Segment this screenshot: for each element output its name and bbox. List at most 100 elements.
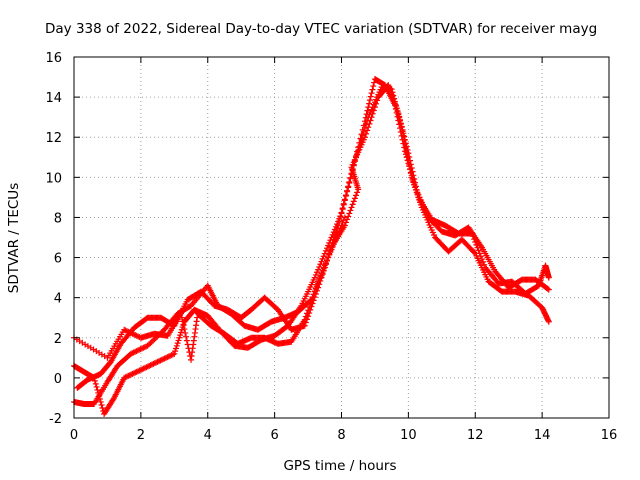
data-point (309, 294, 316, 301)
data-point (174, 340, 181, 347)
data-point (468, 230, 475, 237)
data-point (148, 338, 155, 345)
y-tick-label: 4 (54, 292, 62, 307)
x-tick-label: 2 (137, 428, 145, 443)
y-axis-label: SDTVAR / TECUs (6, 183, 22, 293)
data-point (140, 365, 147, 372)
data-point (127, 350, 134, 357)
data-point (363, 111, 370, 118)
data-point (161, 355, 168, 362)
series-trace-c (74, 82, 552, 391)
x-tick-label: 12 (467, 428, 484, 443)
data-point (338, 222, 345, 229)
data-point (374, 97, 381, 104)
data-point (368, 114, 375, 121)
data-point (176, 334, 183, 341)
data-point (367, 93, 374, 100)
data-point (470, 233, 477, 240)
data-point (129, 370, 136, 377)
data-point (93, 383, 100, 390)
data-point (155, 358, 162, 365)
data-point (313, 269, 320, 276)
data-point (337, 225, 344, 232)
data-point (94, 386, 101, 393)
data-point (408, 164, 415, 171)
data-point (473, 241, 480, 248)
x-tick-label: 0 (70, 428, 78, 443)
data-point (135, 368, 142, 375)
y-tick-label: 0 (54, 372, 62, 387)
data-point (145, 341, 152, 348)
data-point (182, 329, 189, 336)
data-point (178, 310, 184, 317)
data-point (412, 183, 419, 190)
data-point (312, 284, 319, 291)
data-point (135, 333, 142, 340)
data-point (345, 183, 352, 190)
data-point (122, 374, 129, 381)
data-point (303, 310, 310, 317)
y-tick-label: -2 (49, 412, 62, 427)
data-point (162, 354, 169, 361)
data-point (481, 261, 488, 268)
data-point (317, 261, 324, 268)
data-point (369, 110, 376, 117)
data-point (122, 327, 129, 334)
data-point (324, 245, 331, 252)
data-point (157, 357, 164, 364)
data-point (98, 401, 105, 408)
data-point (125, 328, 132, 335)
data-point (317, 273, 324, 280)
data-point (132, 369, 139, 376)
data-point (92, 380, 99, 387)
data-point (321, 262, 328, 269)
data-point (311, 288, 318, 295)
data-point (472, 239, 479, 246)
data-point (347, 174, 354, 181)
data-point (359, 126, 366, 133)
data-point (178, 314, 185, 321)
data-point (315, 278, 322, 285)
data-point (181, 326, 188, 333)
data-point (471, 236, 478, 243)
data-point (370, 83, 377, 90)
data-point (310, 291, 317, 298)
data-point (368, 90, 375, 97)
data-point (301, 316, 308, 323)
x-tick-label: 16 (601, 428, 618, 443)
data-point (132, 348, 139, 355)
data-point (165, 353, 172, 360)
data-point (133, 348, 140, 355)
data-point (332, 235, 339, 242)
data-point (477, 253, 484, 260)
data-point (328, 246, 335, 253)
data-point (336, 227, 343, 234)
data-point (544, 285, 551, 292)
data-point (130, 370, 137, 377)
data-point (324, 257, 331, 264)
data-point (410, 172, 417, 179)
data-point (307, 300, 314, 307)
data-point (476, 250, 483, 257)
data-point (341, 214, 348, 221)
y-tick-label: 8 (54, 211, 62, 226)
data-point (132, 332, 139, 339)
data-point (136, 346, 143, 353)
series-trace-d (71, 214, 348, 363)
data-point (133, 332, 140, 339)
data-point (369, 86, 376, 93)
data-point (141, 344, 148, 351)
data-point (150, 360, 157, 367)
data-point (478, 256, 485, 263)
data-point (350, 198, 357, 205)
data-point (130, 331, 137, 338)
data-point (340, 217, 347, 224)
data-point (123, 373, 130, 380)
y-tick-label: 14 (45, 91, 62, 106)
data-point (345, 213, 352, 220)
data-point (110, 396, 117, 403)
data-point (398, 123, 405, 130)
data-point (319, 255, 326, 262)
data-point (172, 348, 179, 355)
